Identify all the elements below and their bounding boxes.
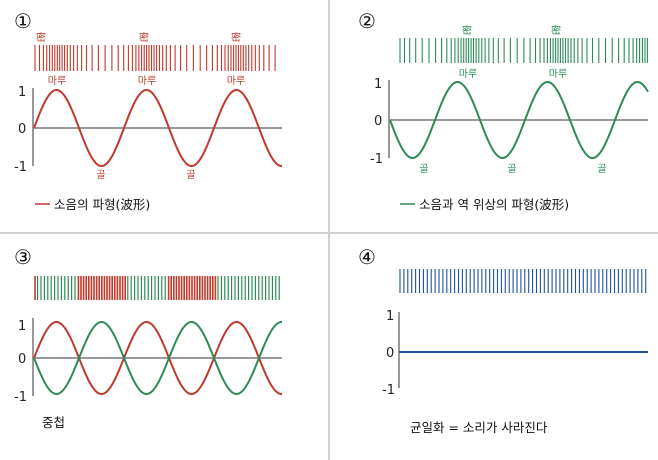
- panel-1-dense-label-3: 密: [231, 31, 241, 44]
- panel-3-tick-1: 1: [18, 319, 26, 334]
- panel-4-uniform-bars: [399, 269, 647, 293]
- panel-2-caption: 소음과 역 위상의 파형(波形): [419, 197, 569, 212]
- panel-1-tick-0: 0: [18, 122, 26, 137]
- panel-3-overlap-bars: [34, 276, 280, 300]
- panel-2-anti-phase-wave: [389, 81, 649, 159]
- panel-4-number: ④: [358, 245, 376, 269]
- panel-3-tick-minus1: -1: [14, 390, 27, 405]
- panel-2: ② 密 密 마루 마루 골 골 골 1 0 -1 소음과 역 위상의 파형(波形…: [358, 9, 649, 212]
- panel-2-trough-label-3: 골: [597, 163, 606, 175]
- panel-2-dense-label-2: 密: [551, 24, 561, 37]
- panel-2-tick-0: 0: [374, 114, 382, 129]
- panel-3-caption: 중첩: [42, 415, 65, 430]
- panel-1-number: ①: [14, 9, 32, 33]
- panel-2-tick-minus1: -1: [370, 152, 383, 167]
- panel-2-tick-1: 1: [374, 77, 382, 92]
- panel-1-crest-label-1: 마루: [48, 75, 66, 87]
- panel-3-noise-wave: [33, 321, 282, 395]
- panel-2-trough-label-2: 골: [507, 163, 516, 175]
- panel-3-number: ③: [14, 245, 32, 269]
- panel-4-tick-minus1: -1: [382, 383, 395, 398]
- panel-1-dense-label-2: 密: [139, 31, 149, 44]
- panel-1: ① 密 密 密 마루 마루 마루 골 골 1 0 -1 소음의 파형(波形): [14, 9, 282, 212]
- panel-4-tick-0: 0: [386, 346, 394, 361]
- panel-3-tick-0: 0: [18, 352, 26, 367]
- panel-4: ④ 1 0 -1 균일화 = 소리가 사라진다: [358, 245, 648, 435]
- panel-2-number: ②: [358, 9, 376, 33]
- panel-1-caption: 소음의 파형(波形): [54, 197, 150, 212]
- panel-1-tick-1: 1: [18, 85, 26, 100]
- panel-4-tick-1: 1: [386, 309, 394, 324]
- panel-2-density-bars: [399, 38, 648, 63]
- panel-2-dense-label-1: 密: [462, 24, 472, 37]
- panel-4-caption: 균일화 = 소리가 사라진다: [410, 420, 548, 435]
- panel-1-crest-label-2: 마루: [138, 75, 156, 87]
- panel-1-dense-label-1: 密: [36, 31, 46, 44]
- panel-3-anti-phase-wave: [33, 321, 282, 395]
- panel-1-trough-label-1: 골: [96, 169, 105, 181]
- panel-1-crest-label-3: 마루: [227, 75, 245, 87]
- panel-1-noise-wave: [33, 89, 282, 167]
- panel-3: ③ 1 0 -1 중첩: [14, 245, 282, 430]
- panel-2-crest-label-1: 마루: [459, 68, 477, 80]
- panel-1-tick-minus1: -1: [14, 160, 27, 175]
- panel-2-crest-label-2: 마루: [549, 68, 567, 80]
- panel-1-trough-label-2: 골: [186, 169, 195, 181]
- panel-1-density-bars: [34, 45, 276, 71]
- panel-2-trough-label-1: 골: [419, 163, 428, 175]
